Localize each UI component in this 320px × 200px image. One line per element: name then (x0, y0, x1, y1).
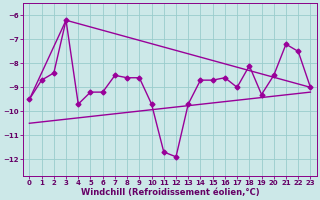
X-axis label: Windchill (Refroidissement éolien,°C): Windchill (Refroidissement éolien,°C) (81, 188, 259, 197)
